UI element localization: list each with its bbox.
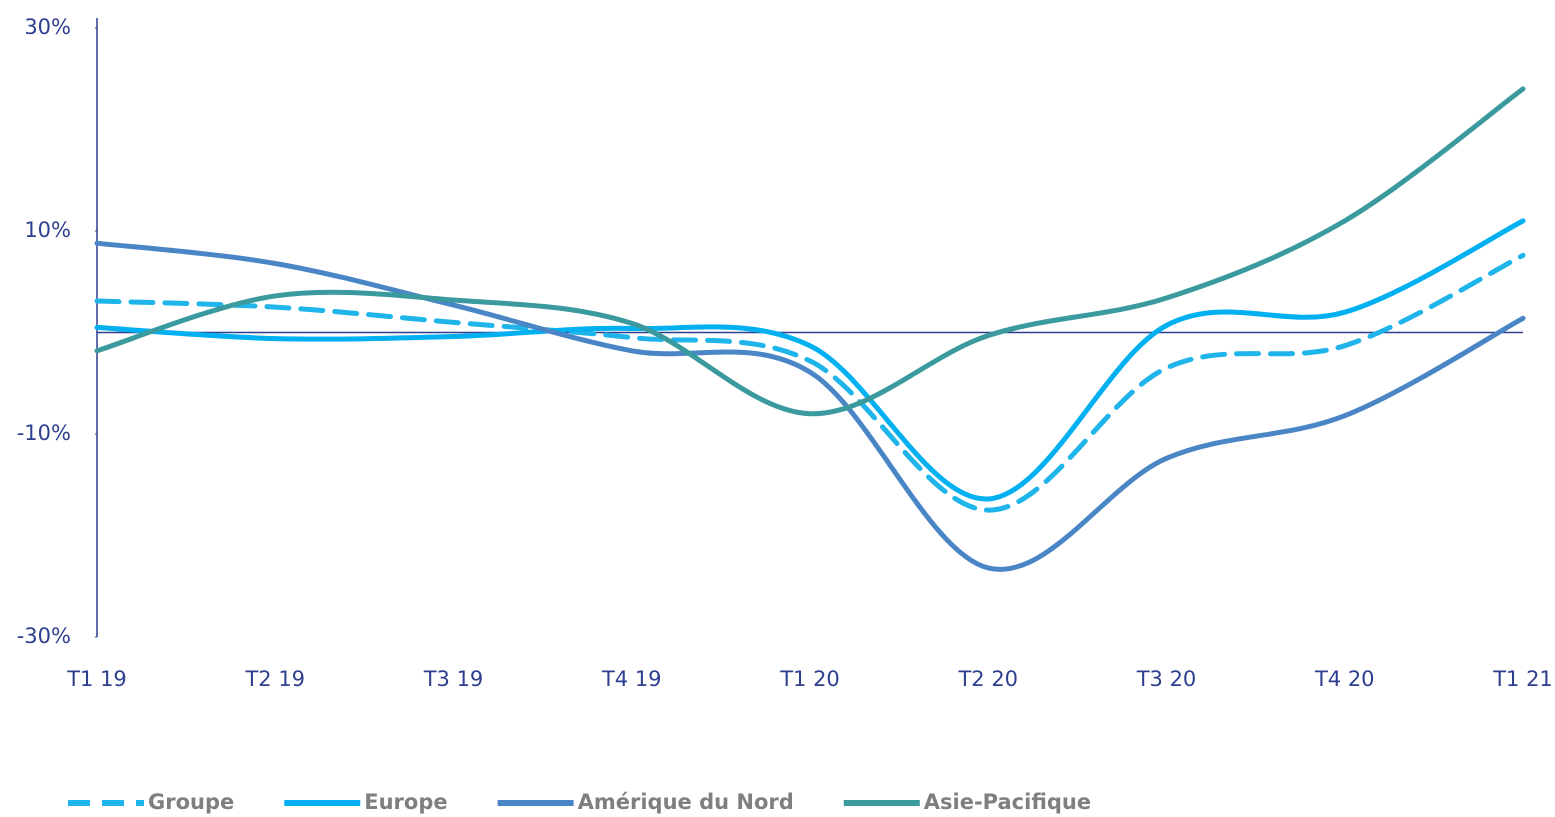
x-tick-label: T1 19 (66, 667, 127, 691)
legend-label: Groupe (148, 790, 234, 814)
y-tick-label: -30% (17, 624, 71, 648)
x-tick-label: T4 20 (1314, 667, 1375, 691)
y-tick-label: 10% (24, 218, 71, 242)
x-tick-label: T3 20 (1136, 667, 1197, 691)
x-tick-label: T3 19 (423, 667, 484, 691)
legend-label: Amérique du Nord (578, 790, 794, 814)
legend-label: Europe (364, 790, 447, 814)
x-tick-label: T4 19 (601, 667, 662, 691)
y-tick-label: -10% (17, 421, 71, 445)
series-line (94, 86, 1526, 417)
x-tick-label: T2 20 (957, 667, 1018, 691)
series-line (94, 218, 1526, 502)
legend-label: Asie-Pacifique (924, 790, 1091, 814)
y-tick-label: 30% (24, 15, 71, 39)
x-tick-label: T1 21 (1492, 667, 1553, 691)
series-line (94, 252, 1526, 513)
series-line (94, 240, 1526, 572)
x-tick-label: T2 19 (244, 667, 305, 691)
x-tick-label: T1 20 (779, 667, 840, 691)
